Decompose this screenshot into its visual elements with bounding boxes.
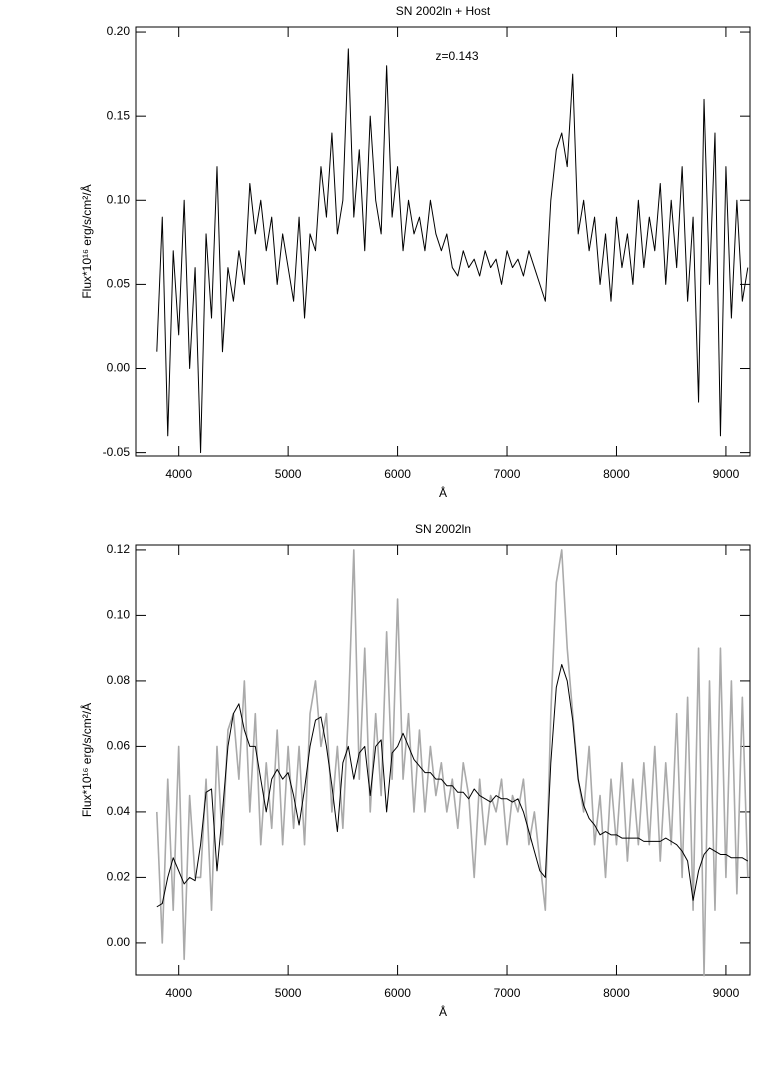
- y-tick-label: 0.04: [107, 804, 131, 818]
- y-tick-label: 0.00: [107, 361, 131, 375]
- x-tick-label: 4000: [165, 467, 192, 481]
- chart-title: SN 2002ln: [415, 522, 471, 536]
- spectrum-line: [156, 664, 749, 908]
- y-tick-label: -0.05: [103, 445, 131, 459]
- annotation: z=0.143: [435, 49, 478, 63]
- x-tick-label: 6000: [384, 467, 411, 481]
- y-tick-label: 0.02: [107, 870, 131, 884]
- y-tick-label: 0.12: [107, 542, 131, 556]
- x-tick-label: 7000: [494, 467, 521, 481]
- spectrum-line: [156, 549, 749, 977]
- y-tick-label: 0.00: [107, 935, 131, 949]
- y-tick-label: 0.15: [107, 108, 131, 122]
- x-tick-label: 4000: [165, 986, 192, 1000]
- x-tick-label: 9000: [713, 467, 740, 481]
- y-axis-label: Flux*10¹⁶ erg/s/cm²/Å: [79, 184, 94, 298]
- y-tick-label: 0.08: [107, 673, 131, 687]
- x-axis-label: Å: [439, 485, 447, 500]
- y-tick-label: 0.05: [107, 277, 131, 291]
- x-axis-label: Å: [439, 1004, 447, 1019]
- x-tick-label: 9000: [713, 986, 740, 1000]
- x-tick-label: 5000: [275, 986, 302, 1000]
- x-tick-label: 8000: [603, 986, 630, 1000]
- chart-title: SN 2002ln + Host: [396, 4, 491, 18]
- x-tick-label: 5000: [275, 467, 302, 481]
- y-tick-label: 0.06: [107, 739, 131, 753]
- y-tick-label: 0.10: [107, 608, 131, 622]
- plot-frame: [135, 544, 751, 976]
- y-tick-label: 0.10: [107, 192, 131, 206]
- x-tick-label: 6000: [384, 986, 411, 1000]
- spectrum-line: [156, 48, 749, 454]
- y-axis-label: Flux*10¹⁶ erg/s/cm²/Å: [79, 703, 94, 817]
- x-tick-label: 7000: [494, 986, 521, 1000]
- y-tick-label: 0.20: [107, 24, 131, 38]
- plot-frame: [135, 26, 751, 457]
- x-tick-label: 8000: [603, 467, 630, 481]
